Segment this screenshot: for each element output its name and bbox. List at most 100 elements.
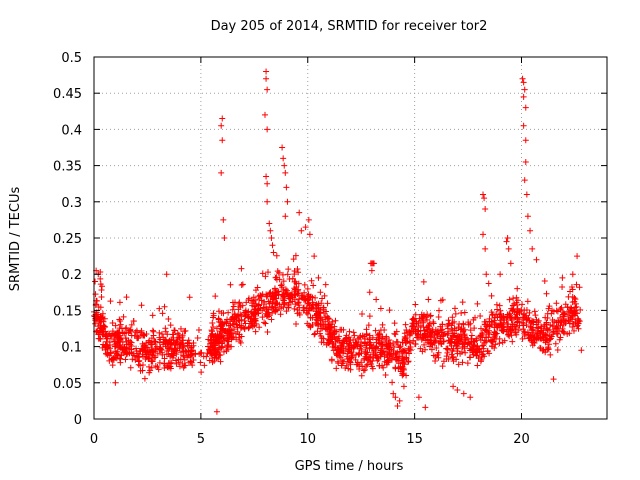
data-point: [270, 249, 277, 256]
data-point: [266, 290, 273, 297]
data-point: [298, 227, 305, 234]
data-point: [545, 305, 552, 312]
data-point: [220, 216, 227, 223]
data-point: [529, 318, 536, 325]
data-point: [406, 339, 413, 346]
data-point: [467, 394, 474, 401]
data-point: [412, 301, 419, 308]
data-point: [220, 310, 227, 317]
data-point: [552, 340, 559, 347]
data-point: [473, 335, 480, 342]
data-point: [334, 352, 341, 359]
data-point: [379, 335, 386, 342]
data-point: [300, 307, 307, 314]
data-point: [107, 349, 114, 356]
data-point: [361, 355, 368, 362]
data-point: [396, 397, 403, 404]
data-point: [459, 299, 466, 306]
data-point: [483, 328, 490, 335]
data-point: [317, 289, 324, 296]
data-point: [292, 252, 299, 259]
data-point: [152, 338, 159, 345]
data-point: [507, 260, 514, 267]
data-point: [220, 348, 227, 355]
data-point: [488, 292, 495, 299]
data-point: [147, 339, 154, 346]
data-point: [489, 311, 496, 318]
data-point: [467, 320, 474, 327]
x-tick-label: 20: [513, 432, 530, 447]
data-point: [141, 375, 148, 382]
data-point: [355, 351, 362, 358]
data-point: [477, 313, 484, 320]
data-point: [181, 328, 188, 335]
data-point: [229, 321, 236, 328]
data-point: [507, 315, 514, 322]
data-point: [210, 314, 217, 321]
data-point: [252, 328, 259, 335]
data-point: [440, 332, 447, 339]
data-point: [176, 363, 183, 370]
data-point: [101, 315, 108, 322]
data-point: [458, 310, 465, 317]
data-point: [143, 330, 150, 337]
data-point: [98, 293, 105, 300]
data-point: [215, 335, 222, 342]
data-point: [100, 328, 107, 335]
data-point: [545, 327, 552, 334]
data-point: [401, 333, 408, 340]
data-point: [165, 339, 172, 346]
data-point: [439, 296, 446, 303]
data-point: [299, 292, 306, 299]
data-point: [317, 332, 324, 339]
data-point: [529, 245, 536, 252]
y-tick-label: 0.1: [61, 341, 82, 356]
data-point: [356, 350, 363, 357]
data-point: [569, 316, 576, 323]
data-point: [267, 227, 274, 234]
data-point: [541, 321, 548, 328]
data-point: [152, 362, 159, 369]
data-point: [395, 341, 402, 348]
data-point: [534, 327, 541, 334]
data-point: [554, 346, 561, 353]
data-point: [570, 327, 577, 334]
data-point: [449, 354, 456, 361]
data-point: [329, 331, 336, 338]
data-point: [232, 330, 239, 337]
data-point: [509, 338, 516, 345]
data-point: [436, 307, 443, 314]
data-point: [547, 335, 554, 342]
data-point: [306, 231, 313, 238]
data-point: [210, 344, 217, 351]
data-point: [313, 311, 320, 318]
data-point: [360, 367, 367, 374]
data-point: [433, 344, 440, 351]
data-point: [294, 306, 301, 313]
data-point: [526, 317, 533, 324]
y-tick-label: 0.25: [53, 232, 82, 247]
data-point: [504, 235, 511, 241]
data-point: [209, 320, 216, 327]
data-point: [295, 299, 302, 306]
data-point: [252, 317, 259, 324]
data-point: [160, 341, 167, 348]
data-point: [532, 312, 539, 319]
data-point: [457, 338, 464, 345]
data-point: [262, 320, 269, 327]
data-point: [121, 344, 128, 351]
data-point: [99, 283, 106, 290]
data-point: [519, 314, 526, 321]
data-point: [212, 334, 219, 341]
data-point: [243, 299, 250, 306]
data-point: [462, 349, 469, 356]
x-axis-label: GPS time / hours: [295, 459, 404, 474]
data-point: [564, 303, 571, 310]
data-point: [273, 252, 280, 259]
data-point: [453, 341, 460, 348]
data-point: [422, 333, 429, 340]
data-point: [221, 235, 228, 241]
data-point: [518, 306, 525, 313]
